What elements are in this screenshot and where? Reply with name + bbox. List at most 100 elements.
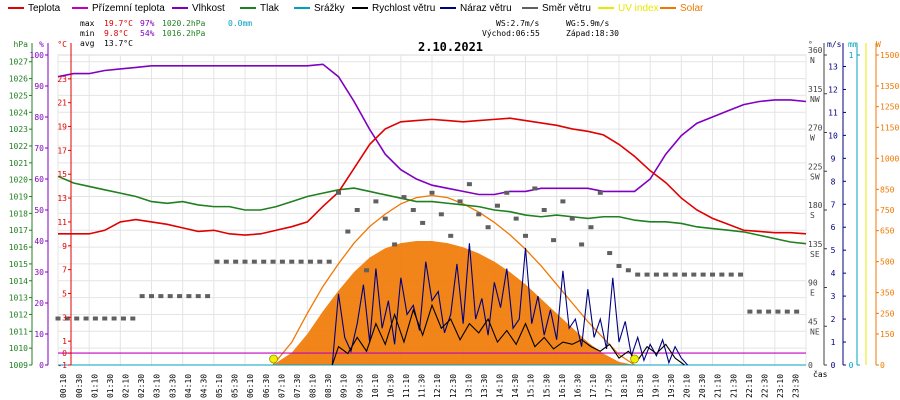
x-tick-label: 23:10 xyxy=(776,374,785,398)
wind-direction-point xyxy=(775,309,781,314)
wind-direction-point xyxy=(429,190,435,195)
legend-label: Teplota xyxy=(28,3,61,14)
axis-tick-label-hpa: 1025 xyxy=(9,91,28,100)
series-lines xyxy=(57,63,807,366)
x-tick-label: 14:10 xyxy=(496,374,505,398)
wind-direction-point xyxy=(289,259,295,264)
axis-tick-label-wind: 13 xyxy=(828,62,838,71)
wind-direction-point xyxy=(326,259,332,264)
wind-direction-point xyxy=(597,190,603,195)
axis-tick-label-solar: 650 xyxy=(880,227,895,236)
x-tick-label: 02:10 xyxy=(122,374,131,398)
axis-tick-label-celsius: 11 xyxy=(57,218,67,227)
legend-swatch xyxy=(352,7,368,10)
wind-direction-point xyxy=(700,272,706,277)
wind-direction-point xyxy=(233,259,239,264)
stats-wg: WG:5.9m/s xyxy=(566,19,610,28)
wind-direction-point xyxy=(438,212,444,217)
grid xyxy=(57,54,807,366)
axis-tick-label-wind: 2 xyxy=(831,315,836,324)
wind-direction-point xyxy=(214,259,220,264)
legend-item-prizemni-teplota: Přízemní teplota xyxy=(72,3,165,14)
legend-label: Vlhkost xyxy=(192,3,225,14)
wind-direction-point xyxy=(139,294,145,299)
x-tick-label: 10:30 xyxy=(386,374,395,398)
wind-direction-point xyxy=(784,309,790,314)
axis-tick-label-hpa: 1014 xyxy=(9,277,28,286)
series-line-n-raz-v-tru xyxy=(331,243,688,366)
axis-tick-label-solar: 750 xyxy=(880,206,895,215)
x-tick-label: 09:30 xyxy=(355,374,364,398)
legend-label: Tlak xyxy=(260,3,279,14)
legend-swatch xyxy=(440,7,456,10)
x-tick-label: 20:10 xyxy=(683,374,692,398)
axis-tick-label-percent: 30 xyxy=(34,268,44,277)
axis-unit-solar: W xyxy=(876,40,881,49)
axis-tick-label-direction: NW xyxy=(810,95,820,104)
wind-direction-point xyxy=(130,316,136,321)
wind-direction-point xyxy=(794,309,800,314)
axis-tick-label-celsius: 9 xyxy=(62,242,67,251)
solar-area-fill xyxy=(273,241,635,365)
legend-item-vlhkost: Vlhkost xyxy=(172,3,225,14)
axis-tick-label-direction: SW xyxy=(810,172,820,181)
wind-direction-point xyxy=(251,259,257,264)
series-line-teplota xyxy=(58,117,807,236)
axis-tick-label-celsius: 7 xyxy=(62,266,67,275)
series-line-vlhkost xyxy=(57,63,807,196)
legend-item-naraz-vetru: Náraz větru xyxy=(440,3,512,14)
legend-item-rychlost-vetru: Rychlost větru xyxy=(352,3,435,14)
axis-tick-label-solar: 1000 xyxy=(880,154,899,163)
sun-marker xyxy=(630,354,639,364)
x-tick-label: 01:10 xyxy=(90,374,99,398)
legend-swatch xyxy=(294,7,310,10)
axis-tick-label-direction: N xyxy=(810,56,815,65)
wind-direction-point xyxy=(504,190,510,195)
stats-max-press: 1020.2hPa xyxy=(162,19,206,28)
wind-direction-point xyxy=(653,272,659,277)
x-tick-label: 03:10 xyxy=(153,374,162,398)
axis-tick-label-wind: 5 xyxy=(831,246,836,255)
x-tick-label: 22:10 xyxy=(745,374,754,398)
wind-direction-point xyxy=(710,272,715,277)
axis-tick-label-solar: 150 xyxy=(880,330,895,339)
axis-tick-label-hpa: 1016 xyxy=(9,243,28,252)
legend-swatch xyxy=(598,7,614,10)
axis-tick-label-solar: 1150 xyxy=(880,123,899,132)
axis-tick-label-hpa: 1011 xyxy=(9,327,28,336)
x-tick-label: 17:30 xyxy=(605,374,614,398)
wind-direction-point xyxy=(541,208,547,212)
legend-swatch xyxy=(172,7,188,10)
sun-markers xyxy=(269,354,639,364)
axis-tick-label-percent: 60 xyxy=(34,175,44,184)
wind-direction-point xyxy=(364,268,370,273)
axis-unit-celsius: °C xyxy=(57,40,67,49)
axis-tick-label-direction: E xyxy=(810,289,815,298)
axis-tick-label-direction: 180 xyxy=(808,201,823,210)
axis-tick-label-hpa: 1013 xyxy=(9,294,28,303)
axis-tick-label-wind: 11 xyxy=(828,108,838,117)
legend-label: Náraz větru xyxy=(460,3,512,14)
legend-item-uv-index: UV index xyxy=(598,3,659,14)
wind-direction-point xyxy=(167,294,173,299)
axis-tick-label-hpa: 1009 xyxy=(9,361,28,370)
stats-max-hum: 97% xyxy=(140,19,155,28)
wind-direction-point xyxy=(336,190,341,195)
axis-tick-label-hpa: 1015 xyxy=(9,260,28,269)
axis-tick-label-percent: 20 xyxy=(34,299,44,308)
axis-tick-label-solar: 0 xyxy=(880,361,885,370)
x-tick-label: 04:10 xyxy=(184,374,193,398)
axis-tick-label-hpa: 1027 xyxy=(9,58,28,67)
axis-tick-label-solar: 850 xyxy=(880,185,895,194)
stats-min-label: min xyxy=(80,29,95,38)
x-tick-label: 08:30 xyxy=(324,374,333,398)
x-tick-label: 17:10 xyxy=(589,374,598,398)
wind-direction-point xyxy=(728,272,734,277)
wind-direction-points xyxy=(55,182,800,321)
legend-label: Solar xyxy=(680,3,704,14)
stats-max-rain: 0.0mm xyxy=(228,19,253,28)
axis-tick-label-celsius: 23 xyxy=(57,75,67,84)
axis-tick-label-wind: 0 xyxy=(831,361,836,370)
legend-label: Přízemní teplota xyxy=(92,3,165,14)
axis-tick-label-direction: NE xyxy=(810,327,820,336)
